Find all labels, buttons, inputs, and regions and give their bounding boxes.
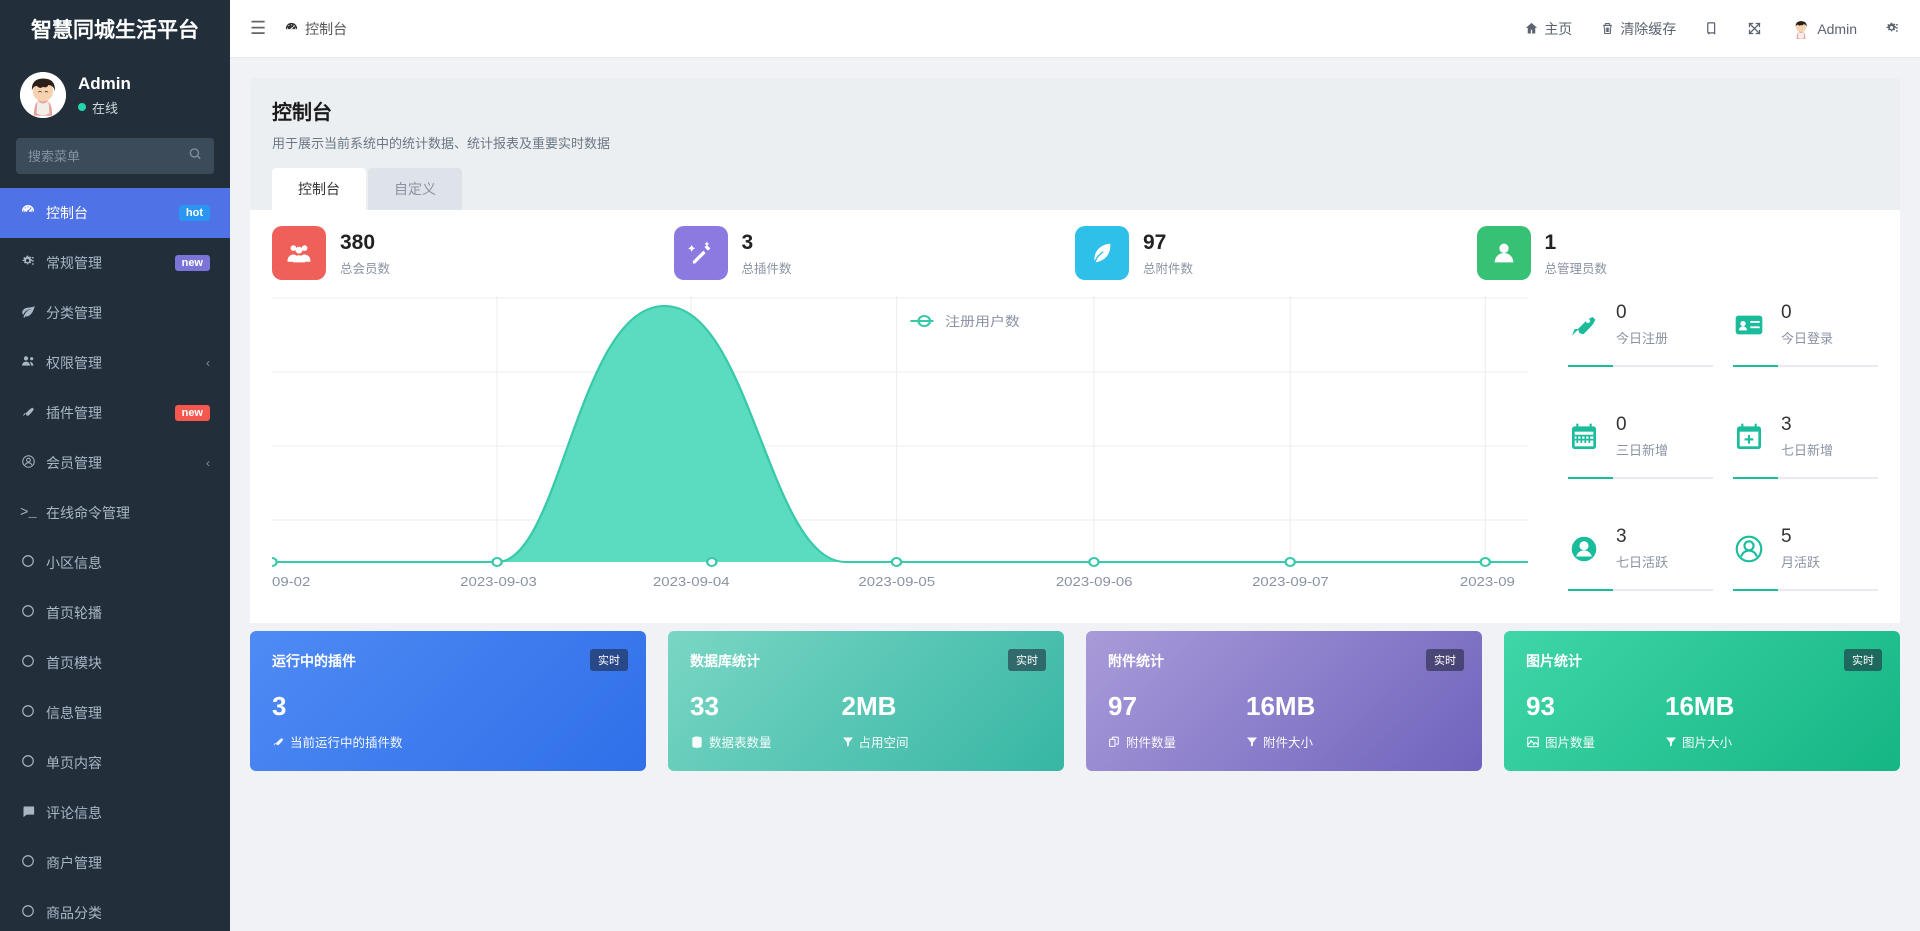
svg-text:09-02: 09-02 bbox=[272, 574, 311, 589]
svg-text:2023-09: 2023-09 bbox=[1460, 574, 1515, 589]
svg-text:2023-09-03: 2023-09-03 bbox=[460, 574, 537, 589]
svg-text:2023-09-04: 2023-09-04 bbox=[653, 574, 730, 589]
svg-text:2023-09-05: 2023-09-05 bbox=[858, 574, 935, 589]
svg-text:2023-09-07: 2023-09-07 bbox=[1252, 574, 1329, 589]
svg-text:注册用户数: 注册用户数 bbox=[945, 314, 1020, 329]
svg-text:2023-09-06: 2023-09-06 bbox=[1056, 574, 1133, 589]
